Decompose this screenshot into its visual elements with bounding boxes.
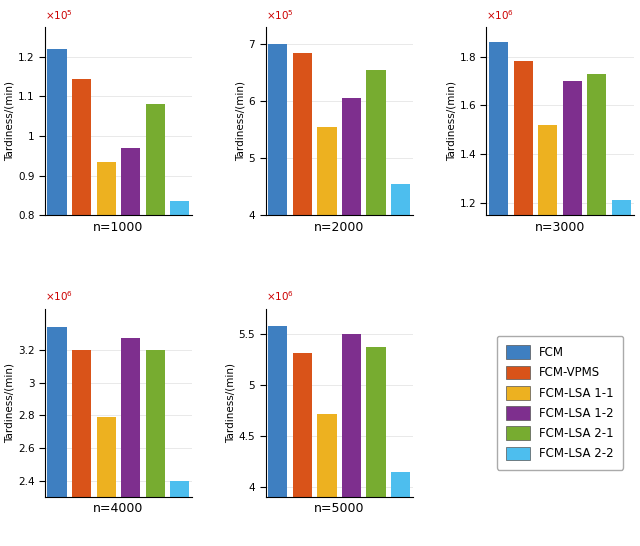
X-axis label: n=3000: n=3000 <box>535 221 585 234</box>
Bar <box>514 62 532 496</box>
Bar <box>293 353 312 546</box>
Bar <box>170 480 189 546</box>
Bar <box>97 417 116 546</box>
Bar <box>489 42 508 496</box>
Bar <box>121 148 140 531</box>
Bar <box>391 184 410 443</box>
X-axis label: n=2000: n=2000 <box>314 221 364 234</box>
Bar <box>588 74 606 496</box>
Y-axis label: Tardiness/(min): Tardiness/(min) <box>447 81 456 161</box>
Text: $\times10^{6}$: $\times10^{6}$ <box>266 289 294 304</box>
Bar <box>317 127 337 443</box>
Bar <box>538 125 557 496</box>
Text: $\times10^{6}$: $\times10^{6}$ <box>486 8 515 22</box>
Bar <box>121 339 140 546</box>
Text: $\times10^{6}$: $\times10^{6}$ <box>45 289 73 304</box>
Bar <box>47 49 67 531</box>
Bar <box>293 53 312 443</box>
Bar <box>268 44 287 443</box>
Bar <box>146 104 164 531</box>
Bar <box>170 201 189 531</box>
Legend: FCM, FCM-VPMS, FCM-LSA 1-1, FCM-LSA 1-2, FCM-LSA 2-1, FCM-LSA 2-2: FCM, FCM-VPMS, FCM-LSA 1-1, FCM-LSA 1-2,… <box>497 336 623 470</box>
X-axis label: n=5000: n=5000 <box>314 502 364 515</box>
Bar <box>563 81 582 496</box>
Bar <box>72 350 91 546</box>
X-axis label: n=4000: n=4000 <box>93 502 143 515</box>
Bar <box>342 98 361 443</box>
Bar <box>612 200 631 496</box>
Y-axis label: Tardiness/(min): Tardiness/(min) <box>5 363 15 443</box>
Bar <box>391 472 410 546</box>
X-axis label: n=1000: n=1000 <box>93 221 143 234</box>
Bar <box>317 414 337 546</box>
Bar <box>47 327 67 546</box>
Bar <box>367 347 385 546</box>
Text: $\times10^{5}$: $\times10^{5}$ <box>45 8 73 22</box>
Bar <box>72 79 91 531</box>
Bar <box>146 350 164 546</box>
Y-axis label: Tardiness/(min): Tardiness/(min) <box>5 81 15 161</box>
Y-axis label: Tardiness/(min): Tardiness/(min) <box>236 81 246 161</box>
Bar <box>367 70 385 443</box>
Bar <box>268 327 287 546</box>
Bar <box>97 162 116 531</box>
Text: $\times10^{5}$: $\times10^{5}$ <box>266 8 294 22</box>
Y-axis label: Tardiness/(min): Tardiness/(min) <box>226 363 236 443</box>
Bar <box>342 334 361 546</box>
